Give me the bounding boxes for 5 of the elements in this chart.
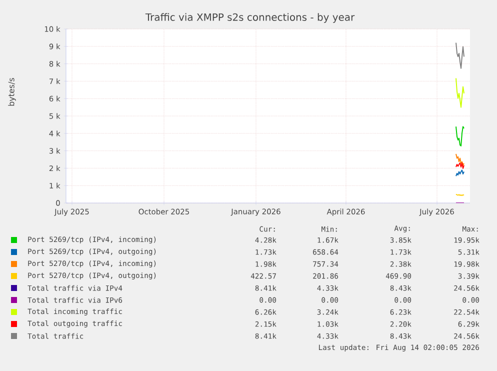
chart-title: Traffic via XMPP s2s connections - by year bbox=[145, 13, 355, 23]
line-series bbox=[456, 42, 465, 69]
line-series bbox=[456, 153, 465, 166]
line-series bbox=[456, 126, 465, 146]
line-series bbox=[456, 78, 465, 108]
